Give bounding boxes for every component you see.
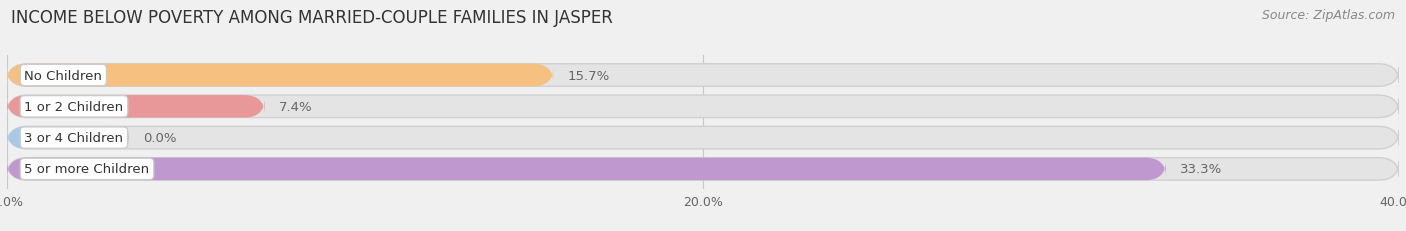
FancyBboxPatch shape [7, 127, 1399, 149]
Text: 3 or 4 Children: 3 or 4 Children [24, 131, 124, 144]
Text: 33.3%: 33.3% [1180, 163, 1222, 176]
FancyBboxPatch shape [7, 64, 554, 87]
Text: Source: ZipAtlas.com: Source: ZipAtlas.com [1261, 9, 1395, 22]
FancyBboxPatch shape [7, 127, 129, 149]
Text: 0.0%: 0.0% [143, 131, 176, 144]
FancyBboxPatch shape [7, 96, 1399, 118]
Text: 7.4%: 7.4% [278, 100, 312, 113]
FancyBboxPatch shape [7, 158, 1166, 180]
Text: INCOME BELOW POVERTY AMONG MARRIED-COUPLE FAMILIES IN JASPER: INCOME BELOW POVERTY AMONG MARRIED-COUPL… [11, 9, 613, 27]
FancyBboxPatch shape [7, 64, 1399, 87]
Text: No Children: No Children [24, 69, 103, 82]
FancyBboxPatch shape [7, 158, 1399, 180]
Text: 5 or more Children: 5 or more Children [24, 163, 149, 176]
Text: 1 or 2 Children: 1 or 2 Children [24, 100, 124, 113]
Text: 15.7%: 15.7% [567, 69, 610, 82]
FancyBboxPatch shape [7, 96, 264, 118]
